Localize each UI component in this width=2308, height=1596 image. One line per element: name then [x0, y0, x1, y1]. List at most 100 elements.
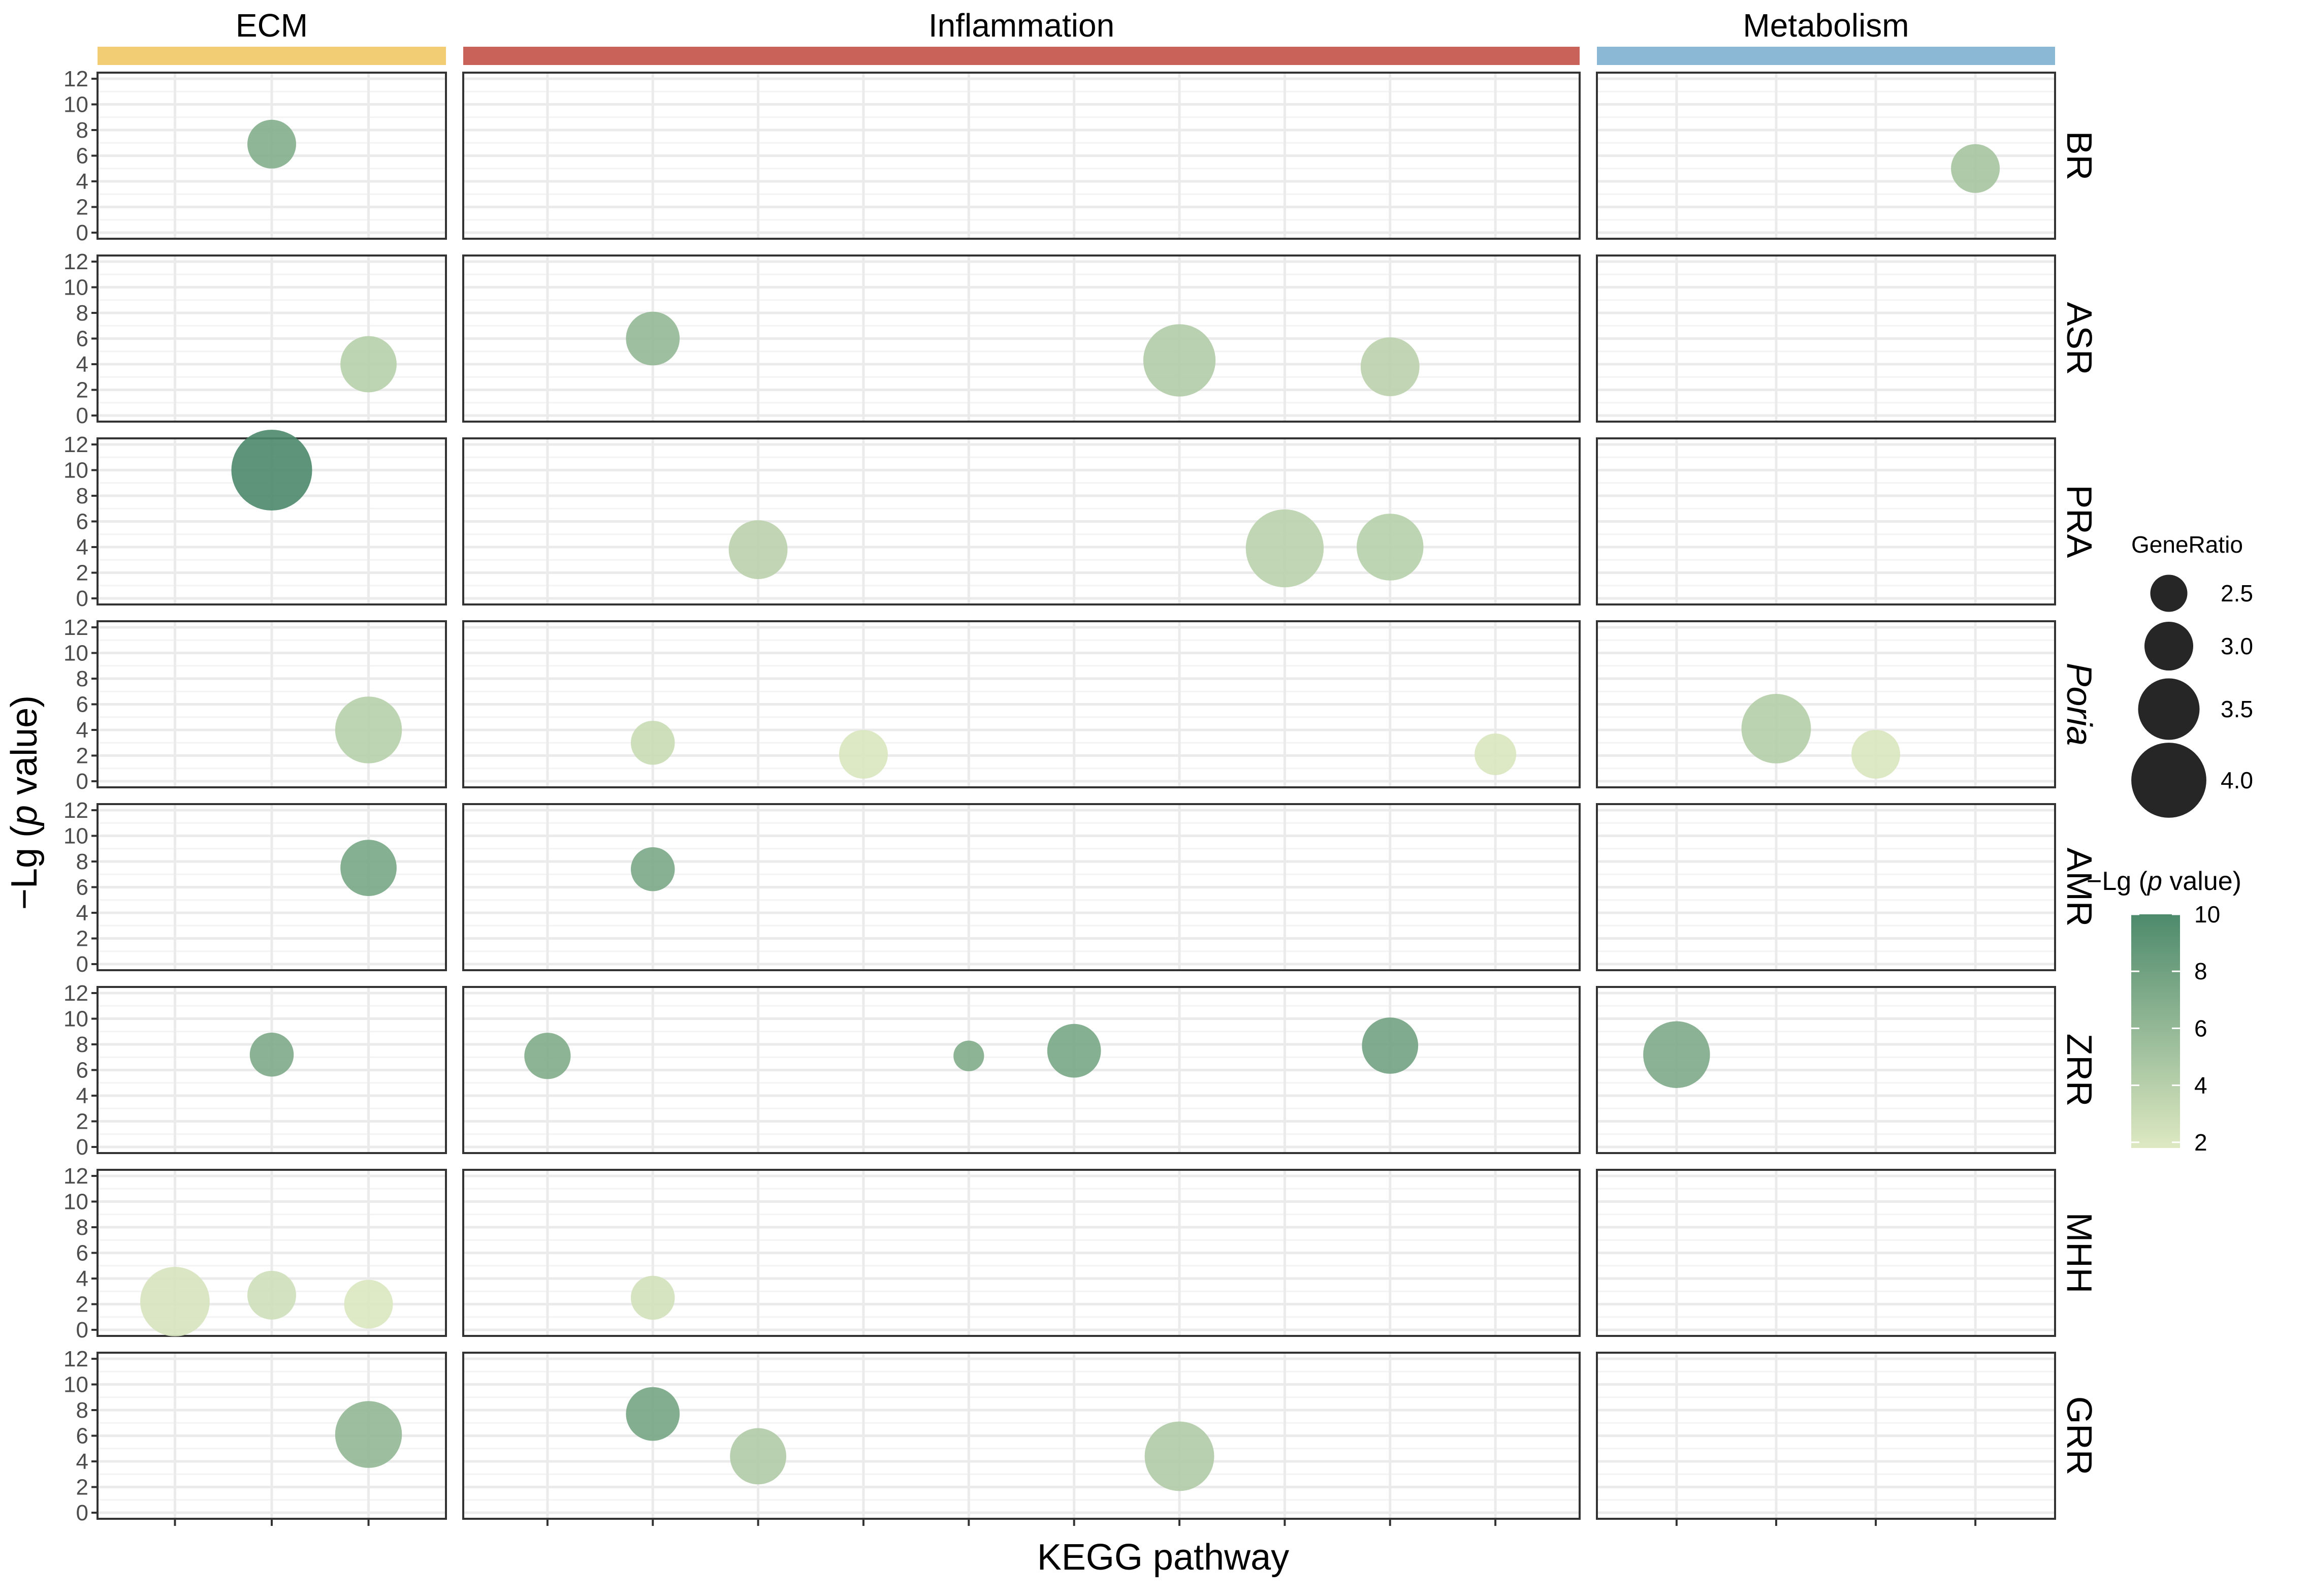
- point-grr-ecm-3: [335, 1401, 402, 1468]
- y-tick-label: 10: [63, 824, 88, 849]
- panel-border: [1596, 1352, 2056, 1520]
- y-axis-title-suffix: value): [4, 695, 45, 805]
- column-label-inflammation: Inflammation: [928, 7, 1114, 44]
- y-tick-label: 12: [63, 798, 88, 823]
- point-mhh-ecm-3: [344, 1280, 393, 1329]
- y-tick-label: 12: [63, 67, 88, 91]
- y-tick-label: 6: [76, 1241, 88, 1266]
- panel-poria-metabolism: [1596, 620, 2056, 788]
- row-label-amr: AMR: [2060, 848, 2099, 927]
- color-legend-label: 4: [2194, 1072, 2207, 1099]
- y-tick-label: 2: [76, 561, 88, 586]
- y-tick-label: 0: [76, 403, 88, 428]
- panel-br-metabolism: [1596, 72, 2056, 240]
- panel-grr-inflammation: [462, 1352, 1581, 1520]
- y-tick-label: 10: [63, 458, 88, 483]
- y-tick-label: 12: [63, 981, 88, 1006]
- point-poria-inflammation-2: [630, 720, 675, 765]
- point-pra-ecm-2: [231, 429, 312, 511]
- panel-border: [462, 437, 1581, 605]
- y-tick-label: 10: [63, 275, 88, 300]
- point-br-metabolism-4: [1951, 144, 2000, 193]
- point-poria-inflammation-10: [1474, 733, 1517, 775]
- point-poria-metabolism-2: [1741, 694, 1811, 763]
- point-zrr-ecm-2: [249, 1032, 294, 1077]
- y-tick-label: 4: [76, 352, 88, 377]
- panel-border: [462, 986, 1581, 1154]
- panel-border: [462, 1352, 1581, 1520]
- y-tick-label: 2: [76, 1292, 88, 1317]
- color-legend-label: 10: [2194, 901, 2220, 928]
- panel-border: [1596, 986, 2056, 1154]
- size-legend-label: 3.5: [2221, 696, 2253, 722]
- color-legend-title-suffix: value): [2162, 867, 2241, 896]
- y-tick-label: 4: [76, 169, 88, 194]
- panel-mhh-inflammation: [462, 1169, 1581, 1337]
- color-legend-bar: [2131, 914, 2180, 1148]
- panel-pra-metabolism: [1596, 437, 2056, 605]
- color-legend-label: 8: [2194, 958, 2207, 984]
- y-axis-ticks: 0246810120246810120246810120246810120246…: [63, 67, 98, 1525]
- y-tick-label: 6: [76, 875, 88, 900]
- y-axis-title-prefix: −Lg (: [4, 825, 45, 910]
- panel-border: [1596, 1169, 2056, 1337]
- panel-zrr-inflammation: [462, 986, 1581, 1154]
- y-tick-label: 10: [63, 92, 88, 117]
- row-label-asr: ASR: [2060, 302, 2099, 375]
- point-poria-inflammation-4: [839, 729, 888, 779]
- point-zrr-inflammation-1: [524, 1033, 571, 1079]
- row-label-grr: GRR: [2060, 1396, 2099, 1476]
- size-legend-label: 4.0: [2221, 767, 2253, 793]
- y-tick-label: 6: [76, 327, 88, 352]
- point-mhh-ecm-2: [247, 1270, 296, 1320]
- color-legend-ticks: 2 4 6 8 10: [2131, 901, 2220, 1156]
- y-tick-label: 8: [76, 1032, 88, 1057]
- point-asr-inflammation-9: [1360, 337, 1420, 396]
- y-tick-label: 6: [76, 692, 88, 717]
- color-legend: −Lg (p value) 2 4 6 8 10: [2087, 867, 2241, 1156]
- point-pra-inflammation-8: [1245, 509, 1324, 588]
- y-tick-label: 4: [76, 718, 88, 743]
- panel-border: [1596, 803, 2056, 971]
- panel-pra-inflammation: [462, 437, 1581, 605]
- panel-grr-metabolism: [1596, 1352, 2056, 1520]
- y-tick-label: 8: [76, 301, 88, 326]
- panel-poria-ecm: [97, 620, 447, 788]
- panel-asr-metabolism: [1596, 254, 2056, 423]
- y-tick-label: 8: [76, 849, 88, 874]
- point-zrr-metabolism-1: [1643, 1021, 1710, 1088]
- panel-poria-inflammation: [462, 620, 1581, 788]
- color-legend-label: 6: [2194, 1015, 2207, 1041]
- y-tick-label: 12: [63, 1347, 88, 1371]
- point-asr-ecm-3: [340, 336, 397, 393]
- y-tick-label: 4: [76, 1449, 88, 1474]
- row-labels: BR ASR PRA Poria AMR ZRR MHH GRR: [2060, 131, 2099, 1475]
- y-tick-label: 2: [76, 1475, 88, 1500]
- y-tick-label: 10: [63, 1372, 88, 1397]
- y-tick-label: 2: [76, 927, 88, 951]
- y-tick-label: 8: [76, 1215, 88, 1240]
- column-label-ecm: ECM: [236, 7, 308, 44]
- panel-border: [462, 254, 1581, 423]
- point-mhh-inflammation-2: [630, 1275, 675, 1320]
- y-tick-label: 8: [76, 118, 88, 143]
- panel-amr-metabolism: [1596, 803, 2056, 971]
- row-label-pra: PRA: [2060, 485, 2099, 558]
- y-tick-label: 12: [63, 615, 88, 640]
- size-legend-label: 3.0: [2221, 633, 2253, 659]
- color-legend-title-italic: p: [2146, 867, 2162, 896]
- panel-border: [462, 803, 1581, 971]
- y-tick-label: 2: [76, 195, 88, 220]
- y-tick-label: 6: [76, 1424, 88, 1449]
- point-zrr-inflammation-9: [1362, 1017, 1419, 1074]
- size-legend-circle: [2138, 678, 2200, 740]
- panel-amr-inflammation: [462, 803, 1581, 971]
- size-legend-circle: [2150, 574, 2188, 612]
- y-tick-label: 4: [76, 901, 88, 925]
- y-axis-title-italic: p: [4, 805, 45, 826]
- y-tick-label: 12: [63, 249, 88, 274]
- panel-border: [1596, 72, 2056, 240]
- panel-asr-ecm: [97, 254, 447, 423]
- point-amr-inflammation-2: [630, 847, 675, 891]
- x-axis-ticks: [174, 1519, 1977, 1526]
